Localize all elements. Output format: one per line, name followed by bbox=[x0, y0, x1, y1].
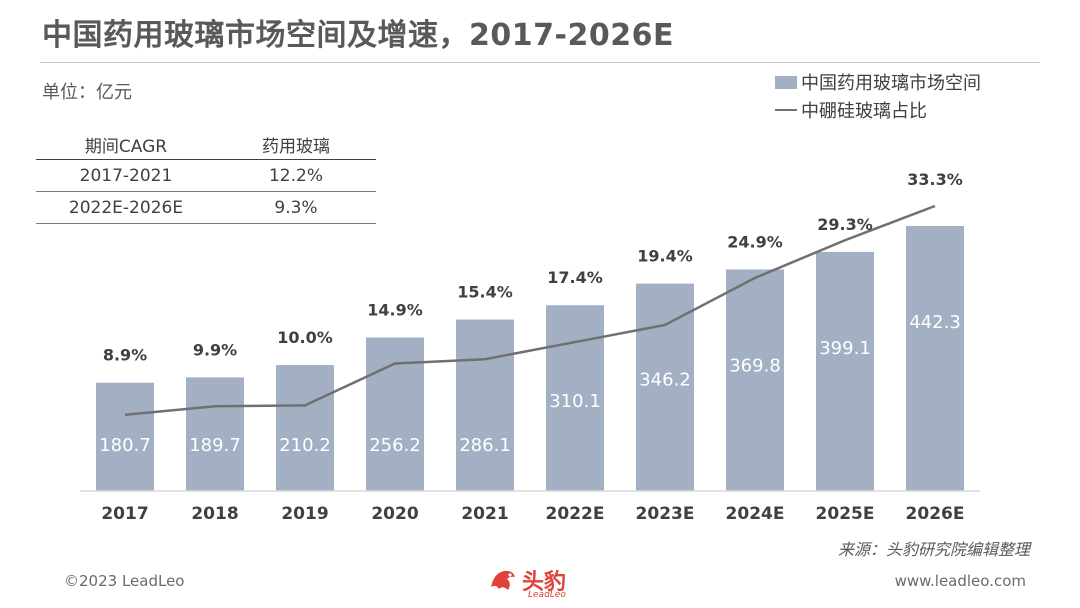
x-tick-label: 2020 bbox=[371, 504, 418, 524]
bar-value-label: 399.1 bbox=[819, 338, 871, 359]
bar bbox=[456, 319, 514, 491]
bar-value-label: 210.2 bbox=[279, 435, 331, 456]
legend-line-swatch bbox=[775, 109, 797, 111]
share-value-label: 17.4% bbox=[547, 268, 603, 287]
leopard-icon bbox=[491, 570, 515, 590]
x-tick-label: 2017 bbox=[101, 504, 148, 524]
cagr-header-row: 期间CAGR 药用玻璃 bbox=[36, 129, 376, 160]
bar-value-label: 442.3 bbox=[909, 312, 961, 333]
brand-sub: LeadLeo bbox=[528, 590, 566, 600]
bar bbox=[636, 283, 694, 491]
cagr-period-cell: 2022E-2026E bbox=[36, 191, 216, 224]
legend-bar-label: 中国药用玻璃市场空间 bbox=[801, 73, 981, 94]
bar-value-label: 310.1 bbox=[549, 391, 601, 412]
cagr-header-period: 期间CAGR bbox=[36, 129, 216, 160]
cagr-row: 2022E-2026E 9.3% bbox=[36, 191, 376, 224]
legend-bar-swatch bbox=[775, 75, 797, 89]
bar-value-label: 369.8 bbox=[729, 355, 781, 376]
bar bbox=[726, 269, 784, 491]
bar bbox=[276, 365, 334, 491]
x-tick-label: 2019 bbox=[281, 504, 328, 524]
bar bbox=[366, 337, 424, 491]
share-value-label: 19.4% bbox=[637, 247, 693, 266]
bar-value-label: 256.2 bbox=[369, 435, 421, 456]
cagr-period-cell: 2017-2021 bbox=[36, 159, 216, 192]
bar bbox=[816, 251, 874, 491]
title-divider bbox=[40, 62, 1040, 63]
x-tick-label: 2024E bbox=[726, 504, 785, 524]
brand-logo: 头豹 LeadLeo bbox=[488, 564, 567, 600]
bar-value-label: 180.7 bbox=[99, 435, 151, 456]
share-value-label: 29.3% bbox=[817, 215, 873, 234]
share-value-label: 15.4% bbox=[457, 283, 513, 302]
cagr-header-glass: 药用玻璃 bbox=[216, 129, 376, 160]
legend-line-label: 中硼硅玻璃占比 bbox=[801, 101, 927, 122]
share-value-label: 24.9% bbox=[727, 232, 783, 251]
x-tick-label: 2026E bbox=[906, 504, 965, 524]
source-note: 来源：头豹研究院编辑整理 bbox=[837, 540, 1030, 559]
share-value-label: 9.9% bbox=[193, 340, 237, 359]
brand-name: 头豹 bbox=[522, 570, 567, 595]
x-tick-label: 2023E bbox=[636, 504, 695, 524]
bar bbox=[96, 382, 154, 491]
x-tick-label: 2022E bbox=[546, 504, 605, 524]
legend-item-line: 中硼硅玻璃占比 bbox=[775, 96, 981, 124]
chart-title: 中国药用玻璃市场空间及增速，2017-2026E bbox=[42, 18, 674, 53]
x-tick-label: 2018 bbox=[191, 504, 238, 524]
unit-label: 单位：亿元 bbox=[42, 82, 132, 103]
website-link[interactable]: www.leadleo.com bbox=[894, 572, 1026, 590]
share-line bbox=[124, 204, 936, 417]
bar bbox=[186, 377, 244, 491]
share-value-label: 8.9% bbox=[103, 346, 147, 365]
x-tick-label: 2025E bbox=[816, 504, 875, 524]
cagr-value-cell: 12.2% bbox=[216, 159, 376, 192]
legend: 中国药用玻璃市场空间 中硼硅玻璃占比 bbox=[775, 68, 981, 124]
share-value-label: 33.3% bbox=[907, 170, 963, 189]
bar bbox=[906, 226, 964, 491]
bar-value-label: 346.2 bbox=[639, 370, 691, 391]
cagr-table: 期间CAGR 药用玻璃 2017-2021 12.2% 2022E-2026E … bbox=[36, 129, 376, 224]
copyright: ©2023 LeadLeo bbox=[64, 572, 185, 590]
bar-value-label: 286.1 bbox=[459, 435, 511, 456]
share-value-label: 14.9% bbox=[367, 301, 423, 320]
cagr-value-cell: 9.3% bbox=[216, 191, 376, 224]
bar bbox=[546, 305, 604, 491]
x-tick-label: 2021 bbox=[461, 504, 508, 524]
cagr-row: 2017-2021 12.2% bbox=[36, 159, 376, 192]
share-value-label: 10.0% bbox=[277, 328, 333, 347]
legend-item-bar: 中国药用玻璃市场空间 bbox=[775, 68, 981, 96]
bar-value-label: 189.7 bbox=[189, 435, 241, 456]
